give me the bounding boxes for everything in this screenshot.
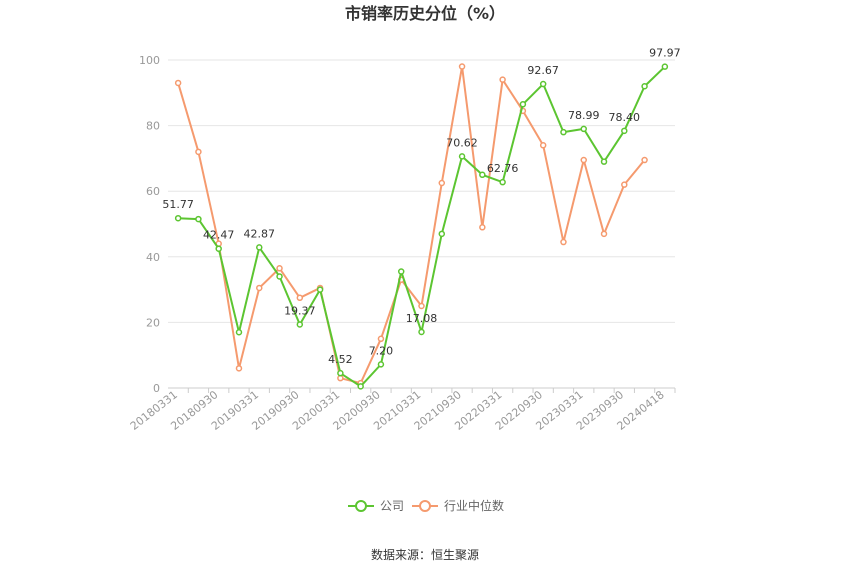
data-source: 数据来源：恒生聚源	[371, 547, 479, 562]
data-point	[539, 142, 547, 149]
data-point	[458, 63, 466, 70]
data-label: 51.77	[162, 198, 194, 211]
y-tick-label-40: 40	[146, 251, 160, 264]
data-point	[539, 80, 547, 88]
data-point	[499, 178, 506, 186]
data-point	[235, 328, 243, 336]
y-axis-ticks: 0 20 40 60 80 100	[139, 54, 160, 395]
x-axis-ticks: 2018033120180930201903312019093020200331…	[128, 388, 676, 433]
y-tick-label-20: 20	[146, 316, 160, 329]
data-point	[195, 215, 202, 223]
data-point	[458, 153, 466, 160]
data-point	[580, 156, 587, 164]
legend-label-industry-median: 行业中位数	[444, 498, 504, 513]
legend-item-industry-median[interactable]: 行业中位数	[412, 498, 504, 513]
data-point	[397, 268, 405, 275]
data-point	[479, 171, 486, 179]
data-label: 7.20	[369, 344, 394, 357]
data-label: 97.97	[649, 47, 681, 60]
y-tick-label-100: 100	[139, 54, 160, 67]
data-point	[256, 244, 263, 251]
series-layer	[174, 63, 669, 390]
data-point	[377, 361, 385, 368]
data-point	[580, 125, 587, 133]
data-point	[215, 245, 222, 252]
data-point	[438, 179, 446, 187]
data-point	[256, 284, 263, 292]
legend-label-company: 公司	[380, 499, 404, 513]
data-label: 78.40	[609, 111, 641, 124]
data-labels: 51.77 42.47 42.87 19.37 4.52 7.20 17.08 70.62 62…	[162, 47, 680, 367]
data-point	[621, 181, 628, 188]
grid-lines	[168, 59, 675, 323]
data-point	[377, 335, 385, 343]
series-line	[177, 65, 646, 385]
data-point	[276, 265, 283, 272]
data-point	[174, 214, 182, 222]
data-point	[600, 158, 608, 165]
data-point	[621, 127, 628, 135]
data-label: 92.67	[527, 64, 559, 77]
data-point	[357, 383, 364, 390]
y-tick-label-60: 60	[146, 185, 160, 198]
data-point	[438, 230, 446, 238]
y-tick-label-80: 80	[146, 120, 160, 133]
data-point	[641, 156, 648, 164]
y-tick-label-0: 0	[153, 382, 160, 395]
data-point	[600, 230, 608, 238]
data-point	[276, 273, 283, 280]
data-point	[641, 82, 648, 90]
data-point	[499, 76, 506, 83]
data-point	[661, 63, 669, 70]
data-point	[479, 224, 486, 231]
data-point	[296, 321, 304, 328]
series-0	[174, 63, 669, 390]
data-point	[337, 369, 344, 377]
chart-title: 市销率历史分位（%）	[345, 4, 505, 23]
data-point	[519, 101, 527, 108]
data-point	[560, 238, 567, 246]
data-label: 4.52	[328, 353, 353, 366]
data-point	[418, 302, 425, 310]
legend-item-company[interactable]: 公司	[348, 499, 404, 513]
data-label: 62.76	[487, 162, 519, 175]
data-label: 78.99	[568, 109, 600, 122]
data-label: 19.37	[284, 304, 316, 317]
data-label: 42.87	[244, 227, 276, 240]
data-label: 42.47	[203, 229, 235, 242]
data-point	[560, 128, 567, 136]
data-point	[174, 79, 182, 87]
data-point	[195, 148, 202, 156]
legend: 公司 行业中位数	[348, 498, 504, 513]
data-point	[296, 294, 304, 302]
data-point	[316, 286, 324, 293]
data-point	[235, 365, 243, 372]
data-label: 70.62	[446, 136, 478, 149]
data-label: 17.08	[406, 312, 438, 325]
data-point	[418, 328, 425, 336]
